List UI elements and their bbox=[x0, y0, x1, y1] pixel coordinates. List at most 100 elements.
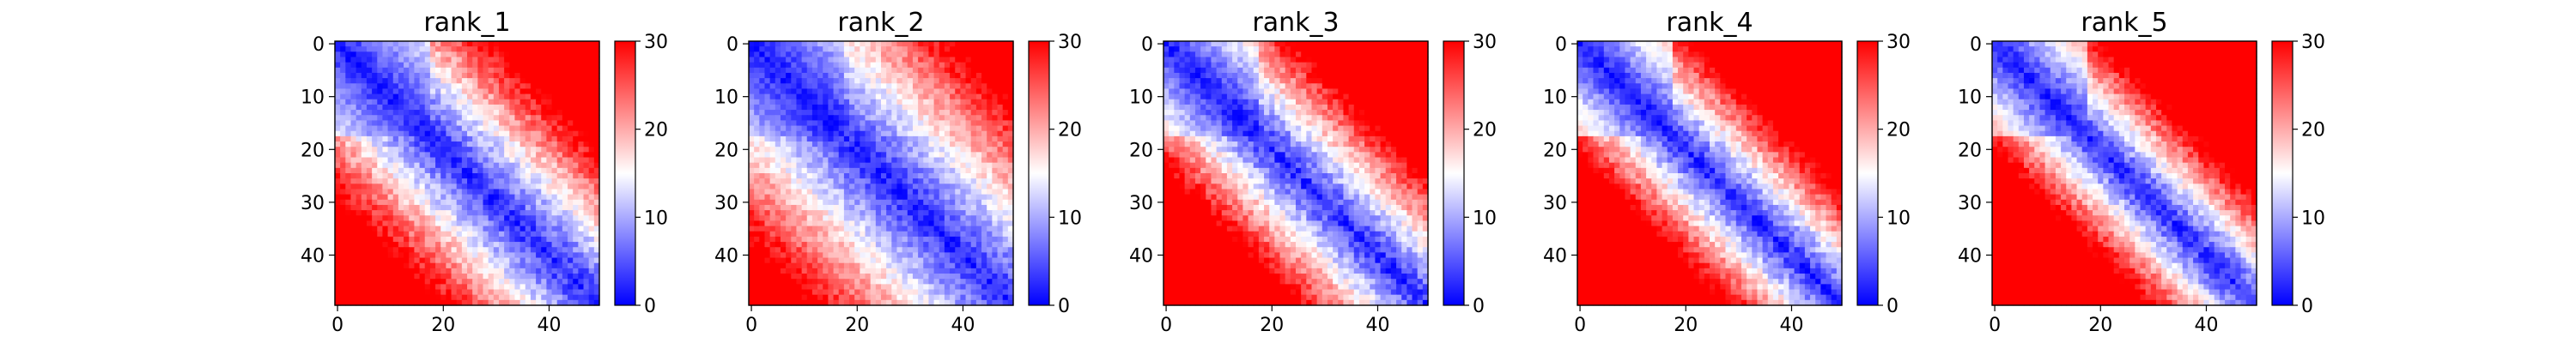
heatmap-cell bbox=[764, 252, 771, 259]
heatmap-cell bbox=[965, 157, 972, 164]
heatmap-cell bbox=[796, 284, 803, 291]
heatmap-cell bbox=[424, 231, 431, 238]
heatmap-cell bbox=[509, 41, 516, 47]
heatmap-cell bbox=[562, 231, 568, 238]
heatmap-cell bbox=[477, 189, 484, 196]
heatmap-cell bbox=[1007, 279, 1014, 285]
heatmap-cell bbox=[409, 268, 415, 274]
heatmap-cell bbox=[749, 120, 755, 127]
heatmap-cell bbox=[881, 204, 887, 211]
heatmap-cell bbox=[912, 120, 919, 127]
heatmap-cell bbox=[912, 184, 919, 190]
heatmap-cell bbox=[573, 83, 579, 90]
heatmap-cell bbox=[907, 99, 914, 105]
heatmap-cell bbox=[350, 173, 357, 179]
heatmap-cell bbox=[1002, 67, 1009, 74]
heatmap-cell bbox=[483, 289, 489, 296]
heatmap-cell bbox=[796, 99, 803, 105]
heatmap-cell bbox=[398, 135, 404, 142]
heatmap-cell bbox=[573, 130, 579, 137]
heatmap-cell bbox=[811, 210, 818, 216]
heatmap-cell bbox=[583, 157, 590, 164]
heatmap-cell bbox=[907, 204, 914, 211]
heatmap-cell bbox=[509, 125, 516, 132]
heatmap-cell bbox=[997, 262, 1004, 269]
heatmap-cell bbox=[769, 262, 776, 269]
heatmap-cell bbox=[902, 62, 908, 69]
heatmap-cell bbox=[440, 252, 447, 259]
heatmap-cell bbox=[780, 110, 787, 116]
heatmap-cell bbox=[923, 289, 930, 296]
heatmap-cell bbox=[764, 242, 771, 248]
heatmap-cell bbox=[806, 46, 813, 52]
heatmap-cell bbox=[817, 167, 823, 174]
heatmap-cell bbox=[975, 104, 982, 111]
heatmap-cell bbox=[424, 83, 431, 90]
heatmap-cell bbox=[551, 284, 558, 291]
heatmap-cell bbox=[335, 220, 341, 227]
heatmap-cell bbox=[387, 93, 394, 100]
heatmap-cell bbox=[414, 289, 421, 296]
heatmap-cell bbox=[811, 204, 818, 211]
heatmap-cell bbox=[817, 147, 823, 153]
heatmap-cell bbox=[811, 252, 818, 259]
heatmap-cell bbox=[525, 189, 532, 196]
heatmap-cell bbox=[981, 83, 987, 90]
heatmap-cell bbox=[854, 199, 860, 206]
heatmap-cell bbox=[811, 135, 818, 142]
heatmap-cell bbox=[759, 226, 766, 232]
heatmap-cell bbox=[796, 184, 803, 190]
heatmap-cell bbox=[928, 173, 935, 179]
heatmap-cell bbox=[345, 262, 352, 269]
heatmap-cell bbox=[811, 299, 818, 306]
heatmap-cell bbox=[562, 125, 568, 132]
heatmap-cell bbox=[759, 46, 766, 52]
heatmap-cell bbox=[568, 268, 574, 274]
heatmap-cell bbox=[355, 215, 362, 222]
heatmap-cell bbox=[944, 152, 951, 159]
heatmap-cell bbox=[870, 41, 877, 47]
heatmap-cell bbox=[997, 210, 1004, 216]
heatmap-cell bbox=[546, 51, 553, 58]
heatmap-cell bbox=[398, 299, 404, 306]
heatmap-cell bbox=[593, 125, 600, 132]
heatmap-cell bbox=[749, 51, 755, 58]
heatmap-cell bbox=[992, 67, 999, 74]
heatmap-cell bbox=[456, 147, 463, 153]
heatmap-cell bbox=[759, 147, 766, 153]
heatmap-cell bbox=[944, 199, 951, 206]
heatmap-cell bbox=[588, 93, 595, 100]
heatmap-cell bbox=[536, 284, 542, 291]
heatmap-cell bbox=[1007, 147, 1014, 153]
heatmap-cell bbox=[541, 93, 547, 100]
colorbar-tick-label: 10 bbox=[644, 208, 668, 229]
heatmap-cell bbox=[451, 215, 458, 222]
heatmap-cell bbox=[392, 268, 399, 274]
heatmap-cell bbox=[498, 167, 505, 174]
heatmap-cell bbox=[769, 120, 776, 127]
heatmap-cell bbox=[965, 199, 972, 206]
heatmap-cell bbox=[488, 104, 495, 111]
heatmap-cell bbox=[896, 152, 903, 159]
heatmap-cell bbox=[451, 67, 458, 74]
heatmap-cell bbox=[811, 274, 818, 280]
heatmap-cell bbox=[965, 120, 972, 127]
heatmap-cell bbox=[355, 257, 362, 264]
heatmap-cell bbox=[1007, 88, 1014, 95]
heatmap-cell bbox=[419, 262, 426, 269]
heatmap-cell bbox=[429, 46, 436, 52]
heatmap-cell bbox=[578, 184, 585, 190]
heatmap-cell bbox=[461, 252, 468, 259]
heatmap-cell bbox=[933, 204, 940, 211]
heatmap-cell bbox=[854, 289, 860, 296]
heatmap-cell bbox=[509, 294, 516, 301]
heatmap-cell bbox=[556, 41, 563, 47]
heatmap-cell bbox=[944, 247, 951, 253]
heatmap-cell bbox=[546, 189, 553, 196]
heatmap-cell bbox=[843, 57, 850, 63]
heatmap-cell bbox=[461, 299, 468, 306]
heatmap-cell bbox=[504, 231, 510, 238]
heatmap-cell bbox=[865, 236, 872, 243]
heatmap-cell bbox=[588, 83, 595, 90]
heatmap-cell bbox=[896, 194, 903, 201]
